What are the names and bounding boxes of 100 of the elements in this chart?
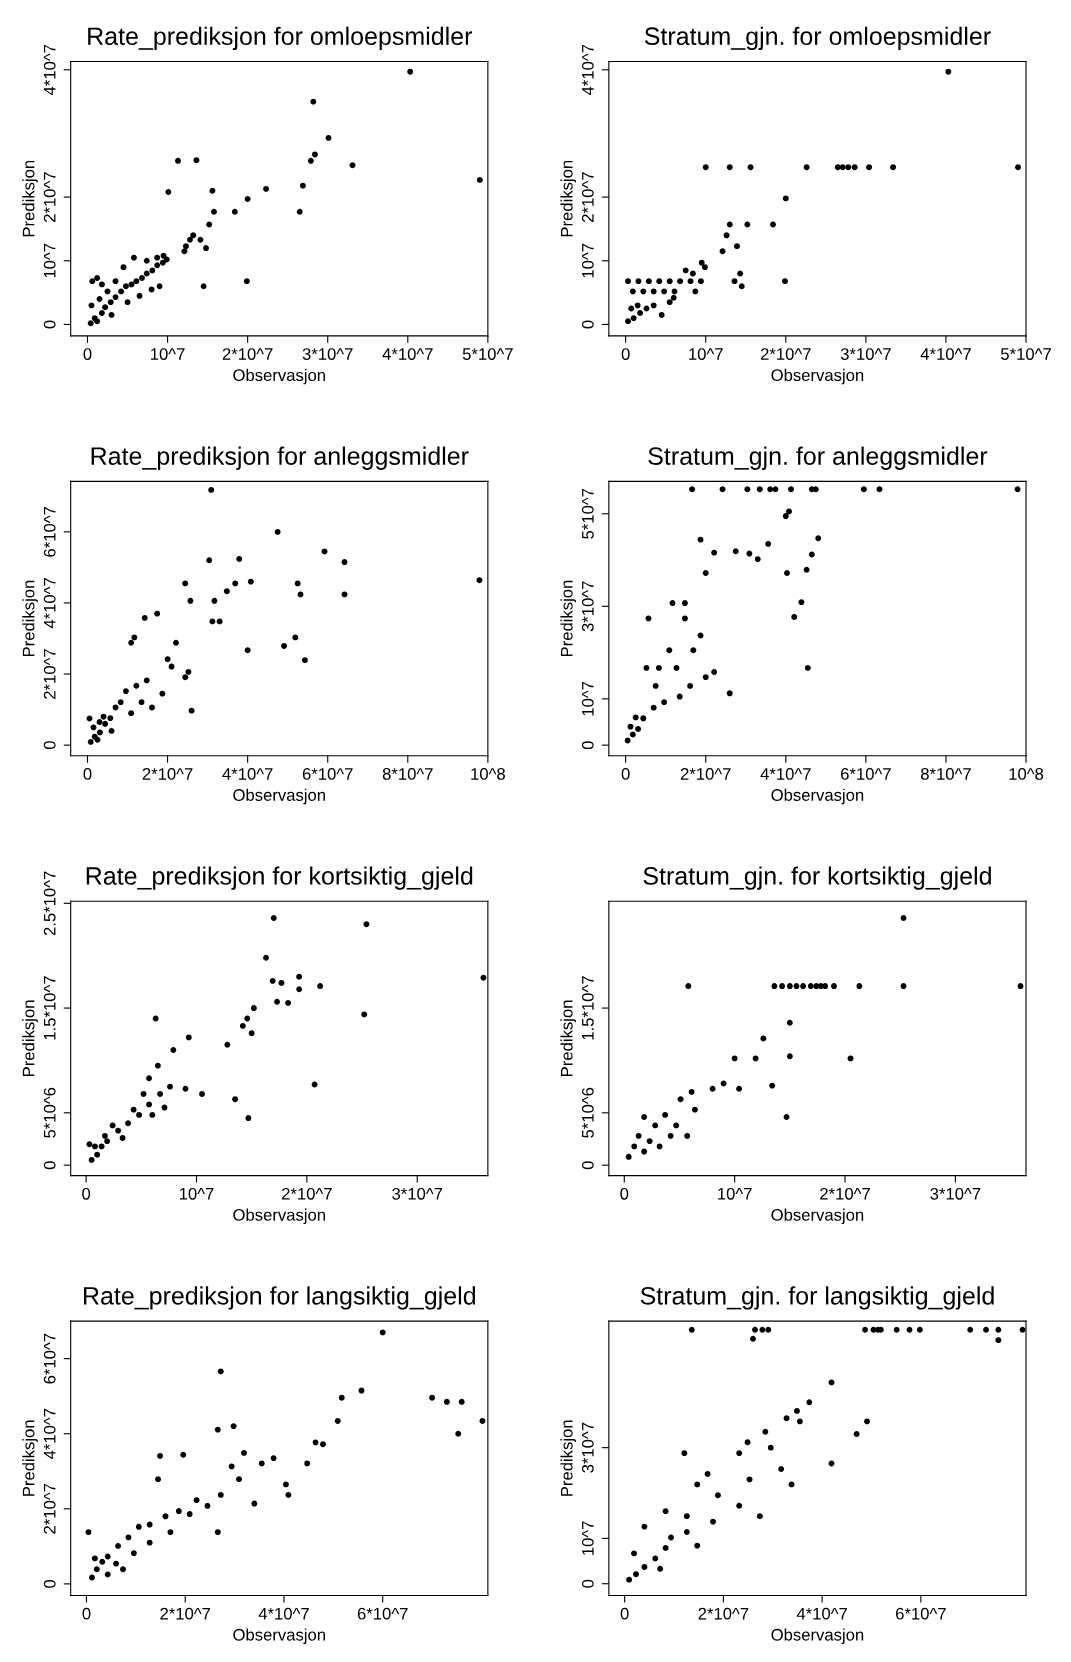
point xyxy=(248,1030,255,1037)
point xyxy=(224,1041,231,1048)
point xyxy=(687,682,694,689)
point xyxy=(156,283,163,290)
point xyxy=(683,1513,690,1520)
y-tick-label: 10^7 xyxy=(581,681,594,716)
y-tick-label: 3*10^7 xyxy=(581,581,594,632)
point xyxy=(214,1529,221,1536)
point xyxy=(104,1138,111,1145)
point xyxy=(967,1326,974,1333)
point xyxy=(307,157,314,164)
point xyxy=(900,983,907,990)
point xyxy=(102,304,109,311)
point xyxy=(133,682,140,689)
point xyxy=(834,164,841,171)
x-axis-title: Observasjon xyxy=(771,1208,864,1225)
point xyxy=(263,185,270,192)
x-tick-label: 2*10^7 xyxy=(680,768,731,780)
point xyxy=(299,182,306,189)
y-axis-title: Prediksjon xyxy=(560,1000,576,1076)
point xyxy=(720,1080,727,1087)
point xyxy=(697,632,704,639)
point xyxy=(1014,486,1021,493)
point xyxy=(88,1157,95,1163)
point xyxy=(677,1096,684,1103)
y-tick-label: 0 xyxy=(43,1579,56,1588)
point xyxy=(736,1450,743,1457)
x-tick-label: 2*10^7 xyxy=(282,1187,332,1200)
x-tick-label: 2*10^7 xyxy=(698,1607,749,1620)
point xyxy=(631,1550,637,1557)
point xyxy=(646,1138,653,1145)
point xyxy=(203,245,209,251)
chart-title: Stratum_gjn. for kortsiktig_gjeld xyxy=(643,866,991,890)
point xyxy=(112,704,119,711)
point xyxy=(772,486,779,493)
point xyxy=(294,580,301,587)
point xyxy=(822,983,829,990)
point xyxy=(108,311,115,318)
point xyxy=(812,486,819,493)
point xyxy=(363,921,370,928)
point xyxy=(689,486,696,493)
y-tick-label: 4*10^7 xyxy=(43,1408,56,1460)
x-tick-label: 0 xyxy=(82,1607,91,1620)
x-tick-label: 10^7 xyxy=(151,348,185,360)
point xyxy=(163,256,170,263)
x-tick-label: 10^7 xyxy=(689,348,723,360)
y-tick-label: 4*10^7 xyxy=(43,44,56,96)
point xyxy=(285,999,292,1006)
point xyxy=(856,983,863,990)
chart-title: Stratum_gjn. for langsiktig_gjeld xyxy=(640,1286,994,1310)
point xyxy=(122,283,129,290)
y-axis-title: Prediksjon xyxy=(560,160,576,237)
point xyxy=(143,257,150,264)
y-tick-label: 0 xyxy=(43,320,56,329)
point xyxy=(130,1550,137,1557)
point xyxy=(274,528,281,535)
point xyxy=(669,600,676,607)
x-tick-label: 4*10^7 xyxy=(760,768,811,780)
point xyxy=(154,1062,161,1069)
point xyxy=(767,1444,774,1451)
point xyxy=(995,1326,1002,1333)
point xyxy=(786,1053,793,1060)
point xyxy=(634,302,641,309)
point xyxy=(767,486,774,493)
point xyxy=(183,243,189,250)
point xyxy=(625,318,632,325)
point xyxy=(223,588,230,595)
x-tick-label: 2*10^7 xyxy=(820,1187,870,1200)
y-tick-label: 0 xyxy=(43,741,56,750)
point xyxy=(133,278,140,285)
point xyxy=(168,663,175,670)
point xyxy=(866,164,873,171)
point xyxy=(876,486,883,493)
point xyxy=(860,486,867,493)
point xyxy=(304,1460,311,1467)
x-tick-label: 6*10^7 xyxy=(302,768,353,780)
point xyxy=(161,1104,168,1111)
y-tick-label: 5*10^6 xyxy=(43,1087,56,1138)
point xyxy=(738,283,745,290)
x-tick-label: 8*10^7 xyxy=(920,768,971,780)
point xyxy=(263,954,269,961)
point xyxy=(321,548,328,555)
y-tick-label: 5*10^6 xyxy=(581,1087,594,1138)
point xyxy=(995,1337,1002,1344)
point xyxy=(803,164,810,171)
point xyxy=(407,68,414,75)
point xyxy=(149,267,156,274)
point xyxy=(320,1441,326,1448)
point xyxy=(311,1081,318,1088)
point xyxy=(214,1426,221,1433)
point xyxy=(808,551,815,558)
point xyxy=(702,674,709,681)
point xyxy=(187,597,194,604)
point xyxy=(702,570,709,576)
point xyxy=(625,278,632,285)
chart-title: Rate_prediksjon for langsiktig_gjeld xyxy=(84,1286,476,1310)
point xyxy=(682,267,689,274)
point xyxy=(681,1450,688,1457)
x-tick-label: 2*10^7 xyxy=(142,768,193,780)
x-tick-label: 4*10^7 xyxy=(920,348,971,360)
